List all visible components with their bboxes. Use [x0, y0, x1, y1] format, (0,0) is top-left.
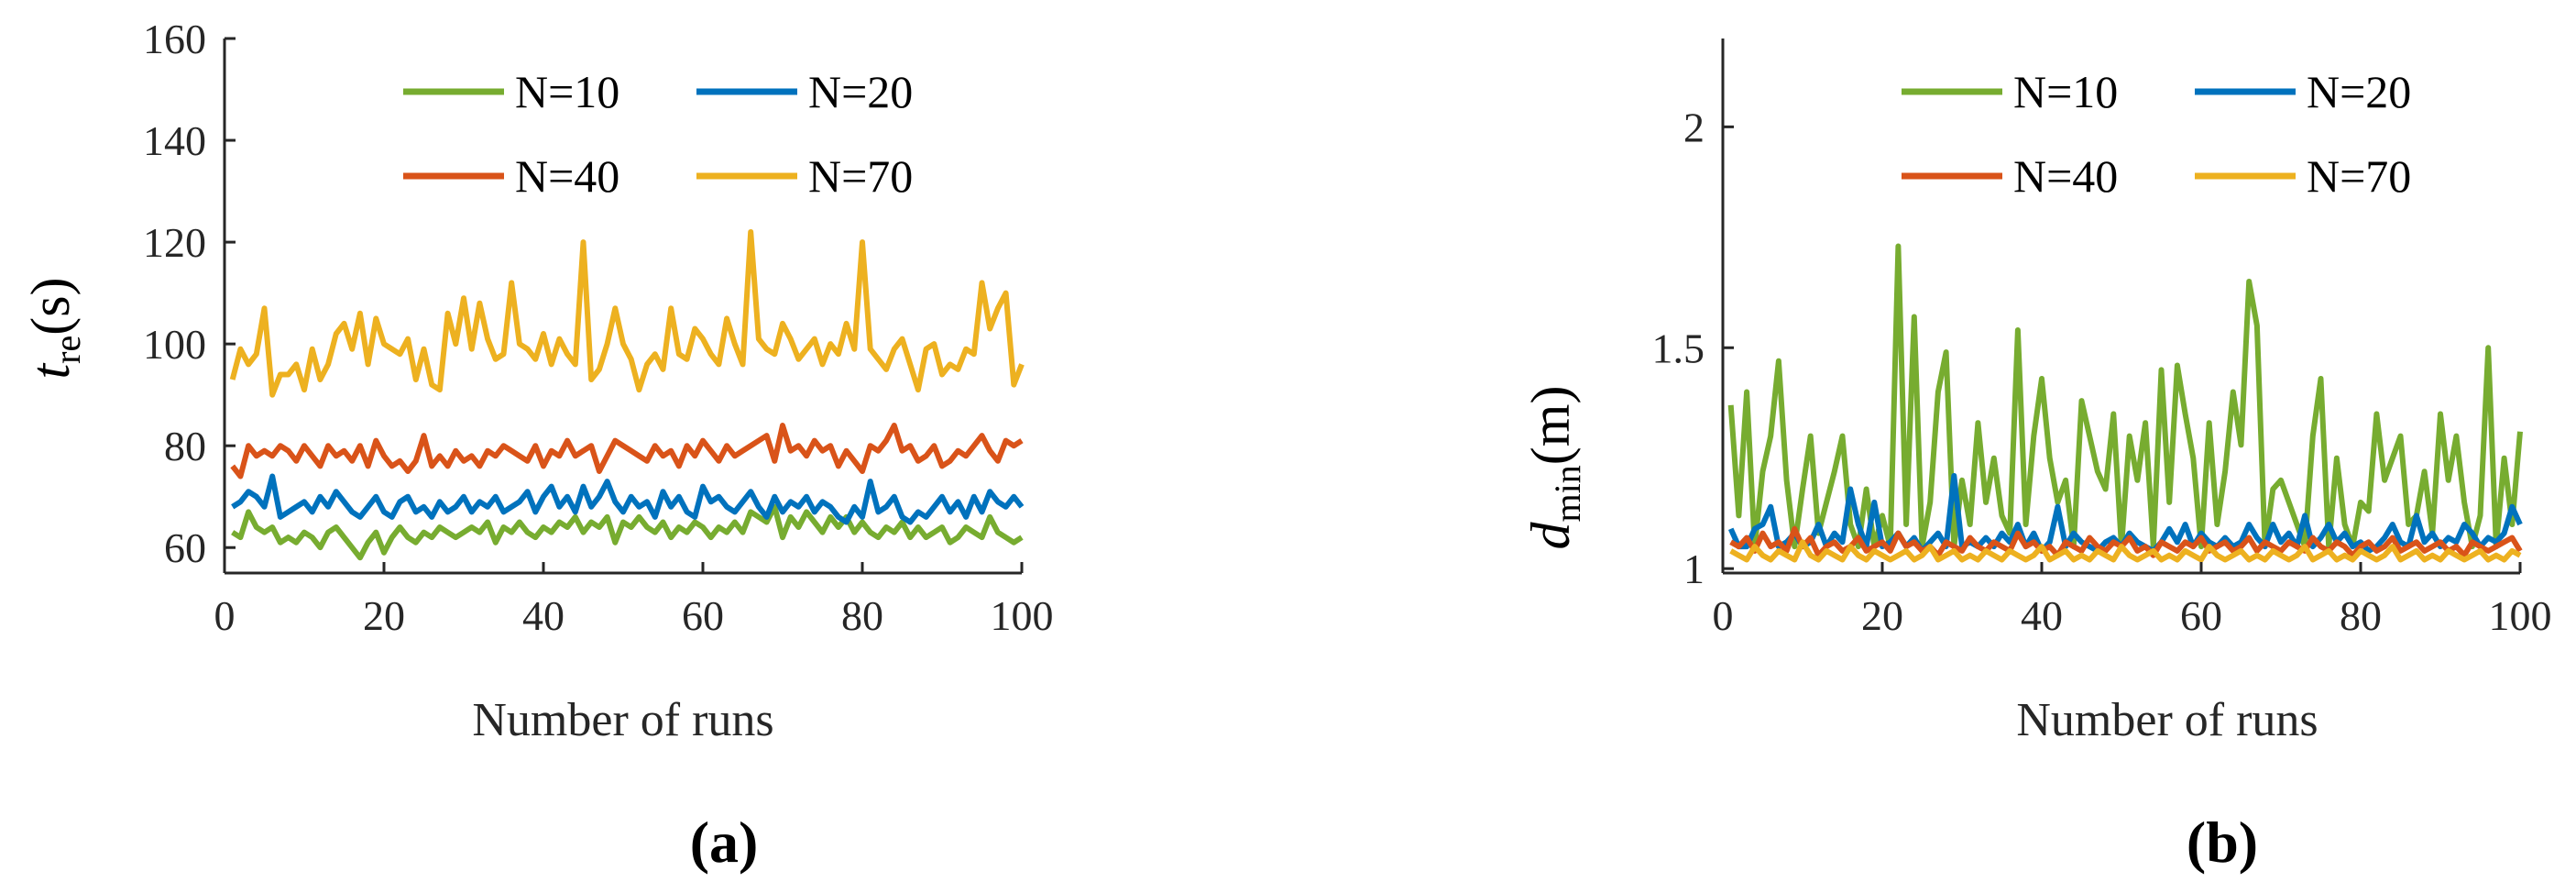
chart-panel-b: dmin(m) 0 20 40 60 80 100 1 1.5 2 Number of runs… — [1520, 39, 2552, 875]
series-line-n-10-b — [1727, 243, 2523, 550]
y-tick-label-b: 2 — [1683, 104, 1705, 150]
y-tick-label-a: 60 — [164, 524, 206, 571]
y-tick-label-a: 100 — [143, 321, 206, 368]
y-tick-label-a: 80 — [164, 423, 206, 469]
x-tick-label-b: 20 — [1861, 592, 1903, 639]
x-tick-label-a: 80 — [841, 592, 883, 639]
panel-label-b: (b) — [2187, 810, 2258, 875]
x-axis-label-a: Number of runs — [472, 694, 773, 746]
y-axis-label-a: tre(s) — [20, 277, 88, 379]
y-tick-label-a: 160 — [143, 16, 206, 62]
legend-label-n-10-a: N=10 — [515, 66, 619, 117]
legend-label-n-20-a: N=20 — [808, 66, 913, 117]
x-tick-label-a: 20 — [363, 592, 405, 639]
series-line-n-70-b — [1729, 539, 2522, 563]
y-tick-label-b: 1 — [1683, 546, 1705, 592]
chart-panel-a: tre(s) 0 20 40 60 80 100 60 80 100 120 140 160 Numb… — [20, 16, 1054, 875]
series-line-n-10-a — [231, 503, 1024, 561]
x-tick-label-b: 60 — [2180, 592, 2222, 639]
x-tick-label-a: 40 — [522, 592, 565, 639]
legend-label-n-40-a: N=40 — [515, 150, 619, 202]
x-tick-label-a: 0 — [214, 592, 236, 639]
legend-label-n-70-b: N=70 — [2307, 150, 2411, 202]
x-tick-label-a: 100 — [991, 592, 1054, 639]
series-line-n-70-a — [229, 229, 1025, 398]
x-tick-label-b: 0 — [1713, 592, 1734, 639]
y-tick-label-a: 140 — [143, 117, 206, 164]
y-tick-label-a: 120 — [143, 219, 206, 266]
series-line-n-20-a — [231, 473, 1025, 525]
x-tick-label-a: 60 — [682, 592, 724, 639]
x-axis-label-b: Number of runs — [2016, 694, 2318, 746]
y-axis-label-b: dmin(m) — [1520, 386, 1588, 550]
legend-label-n-40-b: N=40 — [2013, 150, 2118, 202]
series-line-n-40-b — [1729, 525, 2523, 558]
x-tick-label-b: 100 — [2489, 592, 2552, 639]
legend-label-n-70-a: N=70 — [808, 150, 913, 202]
legend-label-n-20-b: N=20 — [2307, 66, 2411, 117]
panel-label-a: (a) — [690, 810, 759, 875]
x-tick-label-b: 40 — [2021, 592, 2063, 639]
x-tick-label-b: 80 — [2340, 592, 2382, 639]
y-tick-label-b: 1.5 — [1652, 325, 1705, 371]
legend-label-n-10-b: N=10 — [2013, 66, 2118, 117]
series-line-n-40-a — [230, 423, 1024, 480]
